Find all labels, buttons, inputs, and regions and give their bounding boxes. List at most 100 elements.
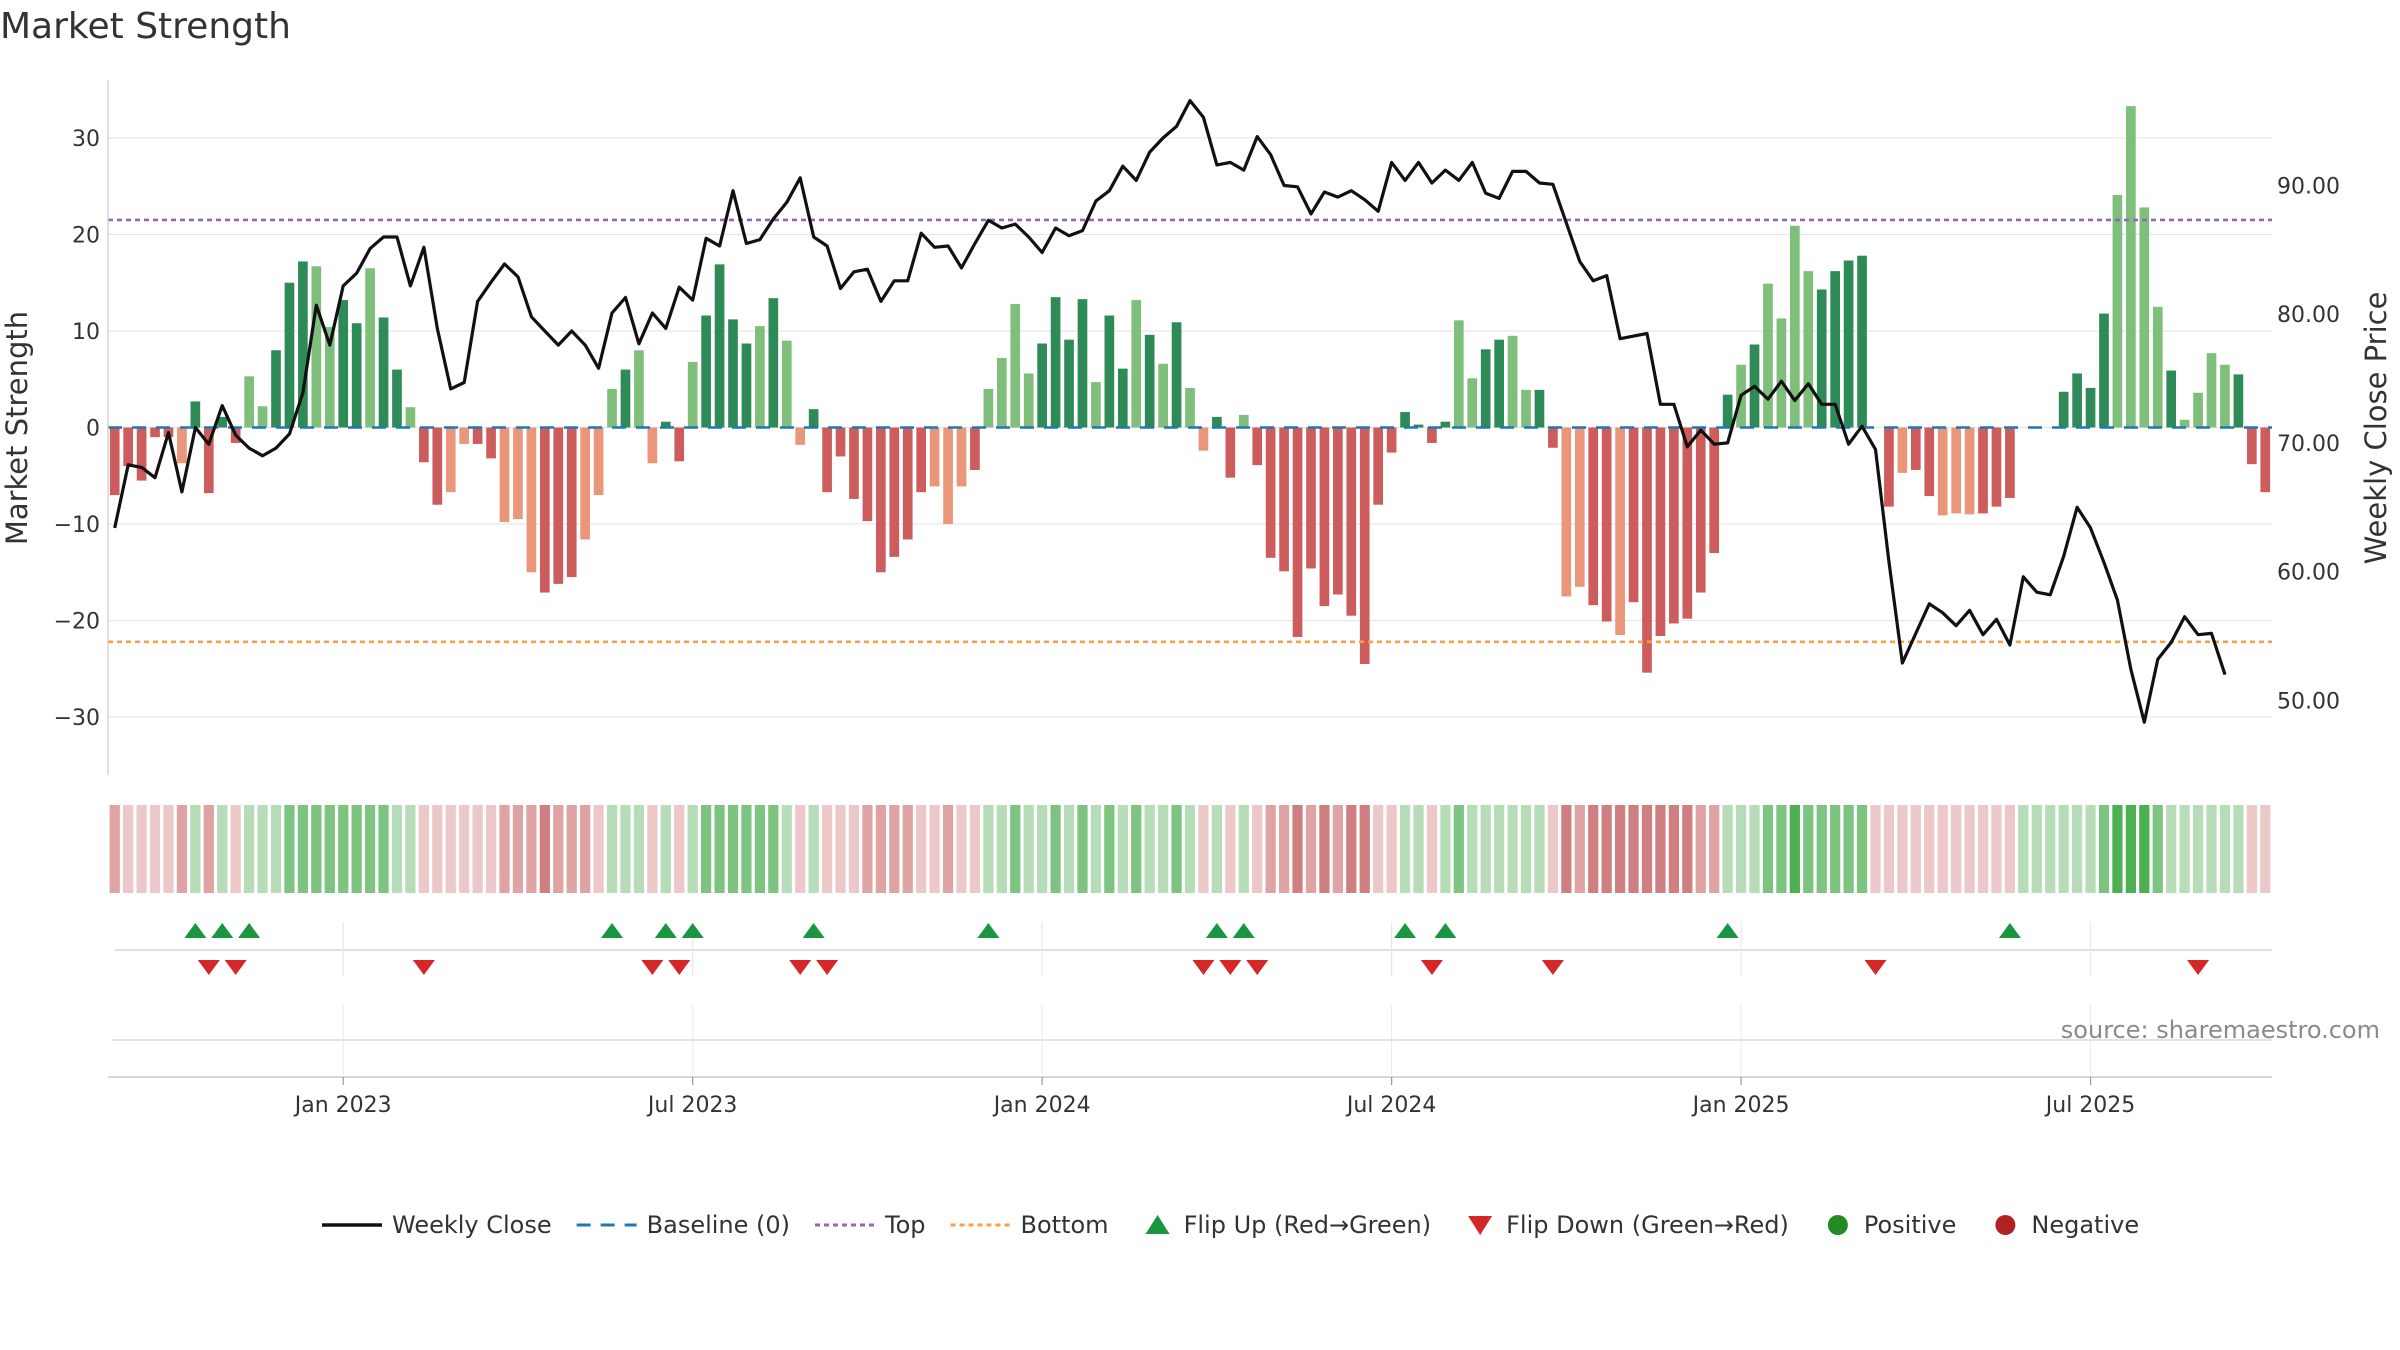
heat-cell [2192, 805, 2204, 893]
heat-cell [1695, 805, 1706, 893]
strength-bar [324, 327, 335, 428]
strength-bars [109, 106, 2271, 673]
strength-bar [1884, 427, 1894, 507]
heat-cell [2004, 805, 2016, 893]
right-tick-label: 70.00 [2277, 432, 2340, 457]
strength-bar [405, 407, 416, 428]
legend-label: Negative [2031, 1211, 2139, 1239]
strength-bar [1413, 424, 1424, 428]
strength-bar [755, 326, 765, 428]
heat-cell [1319, 805, 1330, 893]
strength-bar [1144, 334, 1155, 428]
heat-cell [324, 805, 335, 893]
legend-swatch [1468, 1216, 1493, 1235]
flip-down-marker [641, 960, 664, 975]
heat-cell [1655, 805, 1666, 893]
heat-cell [1158, 805, 1169, 893]
strength-bar [1695, 427, 1706, 593]
heat-cell [1601, 805, 1612, 893]
strength-bar [445, 427, 456, 493]
heat-cell [2152, 805, 2163, 893]
strength-bar [2072, 373, 2082, 428]
strength-bar [2260, 427, 2271, 493]
strength-bar [1588, 427, 1599, 606]
strength-bar [714, 264, 725, 428]
heat-cell [351, 805, 362, 893]
signal-panel [112, 1005, 2272, 1075]
heat-cell [714, 805, 725, 893]
heat-cell [1816, 805, 1827, 893]
strength-bar [257, 406, 268, 428]
flip-down-marker [816, 960, 839, 975]
heat-cell [311, 805, 322, 893]
weekly-close-series [113, 98, 2227, 724]
heat-cell [674, 805, 685, 893]
strength-bar [862, 427, 873, 522]
strength-bar [109, 427, 120, 496]
strength-bar [1252, 427, 1263, 466]
heat-cell [660, 805, 671, 893]
strength-bar [1400, 412, 1410, 428]
flip-down-marker [412, 960, 435, 975]
strength-bar [580, 427, 590, 540]
right-axis-label: Weekly Close Price [2359, 292, 2393, 565]
strength-bar [1037, 343, 1047, 428]
heat-cell [1964, 805, 1975, 893]
strength-bar [1010, 303, 1021, 428]
strength-bar [593, 427, 604, 496]
heat-cell [1467, 805, 1478, 893]
strength-bar [1225, 427, 1236, 478]
strength-bar [566, 427, 577, 578]
strength-bar [1306, 427, 1316, 569]
strength-bar [392, 369, 402, 428]
heat-cell [1588, 805, 1599, 893]
heat-cell [2233, 805, 2244, 893]
heat-cell [1682, 805, 1693, 893]
heat-cell [1480, 805, 1491, 893]
flip-up-marker [211, 923, 234, 938]
heat-cell [1641, 805, 1653, 893]
flip-down-marker [1420, 960, 1443, 975]
strength-bar [378, 317, 389, 428]
heat-cell [257, 805, 268, 893]
x-tick-label: Jul 2023 [646, 1093, 738, 1118]
strength-bar [929, 427, 940, 487]
legend-swatch [1827, 1215, 1848, 1235]
heat-cell [432, 805, 443, 893]
flip-up-marker [1205, 923, 1228, 938]
heat-cell [1278, 805, 1290, 893]
flip-up-marker [1716, 923, 1739, 938]
strength-bar [741, 343, 752, 428]
flip-up-marker [238, 923, 261, 938]
legend-swatch [1145, 1215, 1170, 1234]
strength-bar [1816, 289, 1827, 428]
flip-up-marker [802, 923, 825, 938]
heat-cell [459, 805, 470, 893]
strength-bar [2246, 427, 2257, 465]
legend-label: Baseline (0) [647, 1211, 790, 1239]
legend-item: Baseline (0) [576, 1211, 790, 1239]
heat-cell [1830, 805, 1841, 893]
x-tick-label: Jan 2024 [992, 1093, 1091, 1118]
x-tick-label: Jul 2024 [1345, 1093, 1437, 1118]
strength-bar [849, 427, 859, 499]
heat-cell [1843, 805, 1854, 893]
strength-bar [1212, 416, 1222, 428]
strength-bar [728, 319, 738, 428]
left-tick-label: 30 [72, 127, 100, 152]
heat-cell [969, 805, 981, 893]
strength-bar [1776, 318, 1787, 428]
strength-bar [190, 401, 201, 428]
legend-item: Flip Up (Red→Green) [1145, 1211, 1431, 1239]
heat-cell [1184, 805, 1196, 893]
strength-bar [1790, 225, 1800, 428]
flip-down-marker [789, 960, 812, 975]
heat-cell [1211, 805, 1222, 893]
strength-bar [1077, 299, 1088, 428]
heat-cell [996, 805, 1007, 893]
x-tick-label: Jan 2025 [1691, 1093, 1790, 1118]
heat-cell [526, 805, 537, 893]
heat-cell [795, 805, 806, 893]
flip-up-marker [1232, 923, 1255, 938]
